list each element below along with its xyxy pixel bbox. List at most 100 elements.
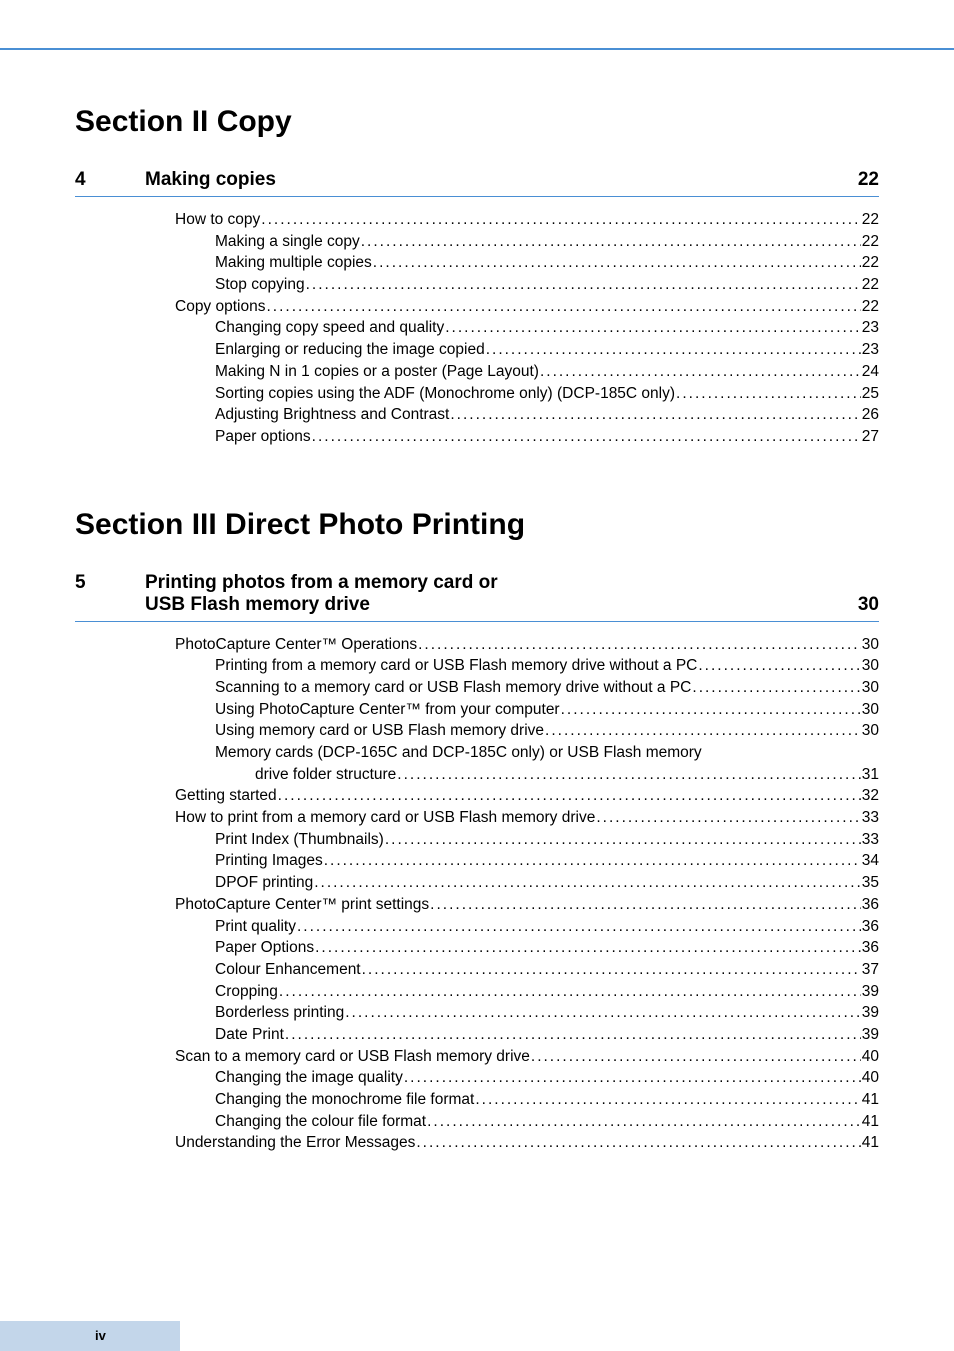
toc-leader: [418, 634, 861, 656]
toc-entry-page: 30: [862, 655, 879, 677]
chapter-number: 4: [75, 169, 145, 191]
toc-entry-page: 41: [862, 1132, 879, 1154]
toc-entry-page: 30: [862, 720, 879, 742]
toc-entry: Borderless printing39: [175, 1002, 879, 1024]
toc-entry: Date Print39: [175, 1024, 879, 1046]
toc-entry: Changing the colour file format41: [175, 1111, 879, 1133]
toc-leader: [475, 1089, 860, 1111]
content-area: Section II Copy 4 Making copies 22 How t…: [0, 50, 954, 1154]
toc-entry-text: Changing copy speed and quality: [215, 317, 444, 339]
toc-entry: Changing the monochrome file format41: [175, 1089, 879, 1111]
section-title: Section III Direct Photo Printing: [75, 508, 879, 542]
toc-entry: PhotoCapture Center™ print settings36: [175, 894, 879, 916]
toc-entry: PhotoCapture Center™ Operations 30: [175, 634, 879, 656]
toc-entry: How to copy22: [175, 209, 879, 231]
toc-entry-text: PhotoCapture Center™ print settings: [175, 894, 429, 916]
toc-entry: Changing the image quality 40: [175, 1067, 879, 1089]
chapter-title: Making copies: [145, 169, 858, 191]
toc-leader: [430, 894, 861, 916]
toc-entry-page: 22: [862, 252, 879, 274]
toc-entry-text: How to print from a memory card or USB F…: [175, 807, 595, 829]
toc-entry-text: Using PhotoCapture Center™ from your com…: [215, 699, 560, 721]
toc-leader: [698, 655, 860, 677]
chapter-header: 4 Making copies 22: [75, 169, 879, 197]
toc-entry-text: Scanning to a memory card or USB Flash m…: [215, 677, 691, 699]
toc-entry-text: Date Print: [215, 1024, 284, 1046]
toc-leader: [306, 274, 861, 296]
toc-entry-text: Printing from a memory card or USB Flash…: [215, 655, 697, 677]
toc-entry-page: 23: [862, 339, 879, 361]
toc-entry-text: drive folder structure: [255, 764, 396, 786]
chapter-title-line1: Printing photos from a memory card or: [145, 572, 858, 594]
toc-leader: [545, 720, 861, 742]
toc-entry-page: 22: [862, 231, 879, 253]
toc-entry-page: 30: [862, 634, 879, 656]
toc-leader: [261, 209, 860, 231]
toc-leader: [361, 231, 861, 253]
toc-entry-page: 33: [862, 807, 879, 829]
section-title: Section II Copy: [75, 105, 879, 139]
chapter-page: 22: [858, 169, 879, 191]
toc-entry: drive folder structure31: [175, 764, 879, 786]
toc-entry: Paper options27: [175, 426, 879, 448]
toc-entry-page: 22: [862, 274, 879, 296]
toc-entry-page: 40: [862, 1067, 879, 1089]
toc-leader: [279, 981, 861, 1003]
toc-entry: Copy options22: [175, 296, 879, 318]
toc-entry: Making a single copy22: [175, 231, 879, 253]
toc-entry-text: Understanding the Error Messages: [175, 1132, 415, 1154]
toc-leader: [531, 1046, 861, 1068]
toc-entry-text: Cropping: [215, 981, 278, 1003]
toc-entry-page: 33: [862, 829, 879, 851]
toc-leader: [416, 1132, 860, 1154]
toc-leader: [427, 1111, 861, 1133]
toc-entry-page: 36: [862, 937, 879, 959]
toc-leader: [445, 317, 861, 339]
chapter-header: 5 Printing photos from a memory card or …: [75, 572, 879, 622]
toc-entry-page: 25: [862, 383, 879, 405]
toc-entry-text: Changing the monochrome file format: [215, 1089, 474, 1111]
toc-entry-page: 27: [862, 426, 879, 448]
toc-entry-text: Print quality: [215, 916, 296, 938]
toc-entry: Using memory card or USB Flash memory dr…: [175, 720, 879, 742]
page-number: iv: [95, 1328, 106, 1343]
chapter-title-line2: USB Flash memory drive: [145, 594, 858, 616]
toc-leader: [266, 296, 860, 318]
toc-entry-text: DPOF printing: [215, 872, 313, 894]
toc-entry: Scanning to a memory card or USB Flash m…: [175, 677, 879, 699]
toc-entry-page: 34: [862, 850, 879, 872]
chapter-page: 30: [858, 594, 879, 616]
toc-entry-page: 26: [862, 404, 879, 426]
toc-entries: PhotoCapture Center™ Operations 30 Printin…: [175, 634, 879, 1155]
toc-leader: [676, 383, 861, 405]
toc-entry: Understanding the Error Messages 41: [175, 1132, 879, 1154]
toc-entry-text: Changing the colour file format: [215, 1111, 426, 1133]
toc-entry: Getting started32: [175, 785, 879, 807]
toc-entry-text: Print Index (Thumbnails): [215, 829, 384, 851]
toc-entry-text: Scan to a memory card or USB Flash memor…: [175, 1046, 530, 1068]
toc-entry-text: Colour Enhancement: [215, 959, 361, 981]
toc-entry-page: 22: [862, 209, 879, 231]
toc-entry-page: 39: [862, 1002, 879, 1024]
toc-entry-text: PhotoCapture Center™ Operations: [175, 634, 417, 656]
toc-leader: [450, 404, 860, 426]
toc-entry: Colour Enhancement37: [175, 959, 879, 981]
toc-leader: [692, 677, 860, 699]
toc-entries: How to copy22Making a single copy22Makin…: [175, 209, 879, 448]
toc-leader: [285, 1024, 861, 1046]
toc-leader: [540, 361, 861, 383]
toc-leader: [297, 916, 861, 938]
toc-entry-text: Changing the image quality: [215, 1067, 403, 1089]
toc-entry-text: Making N in 1 copies or a poster (Page L…: [215, 361, 539, 383]
toc-entry: Print quality36: [175, 916, 879, 938]
toc-leader: [314, 872, 861, 894]
toc-leader: [397, 764, 860, 786]
toc-entry: Print Index (Thumbnails) 33: [175, 829, 879, 851]
toc-entry: DPOF printing35: [175, 872, 879, 894]
toc-entry: Cropping39: [175, 981, 879, 1003]
toc-entry: Making multiple copies22: [175, 252, 879, 274]
toc-leader: [373, 252, 861, 274]
toc-entry: Stop copying22: [175, 274, 879, 296]
toc-entry: Adjusting Brightness and Contrast26: [175, 404, 879, 426]
toc-entry-page: 30: [862, 677, 879, 699]
